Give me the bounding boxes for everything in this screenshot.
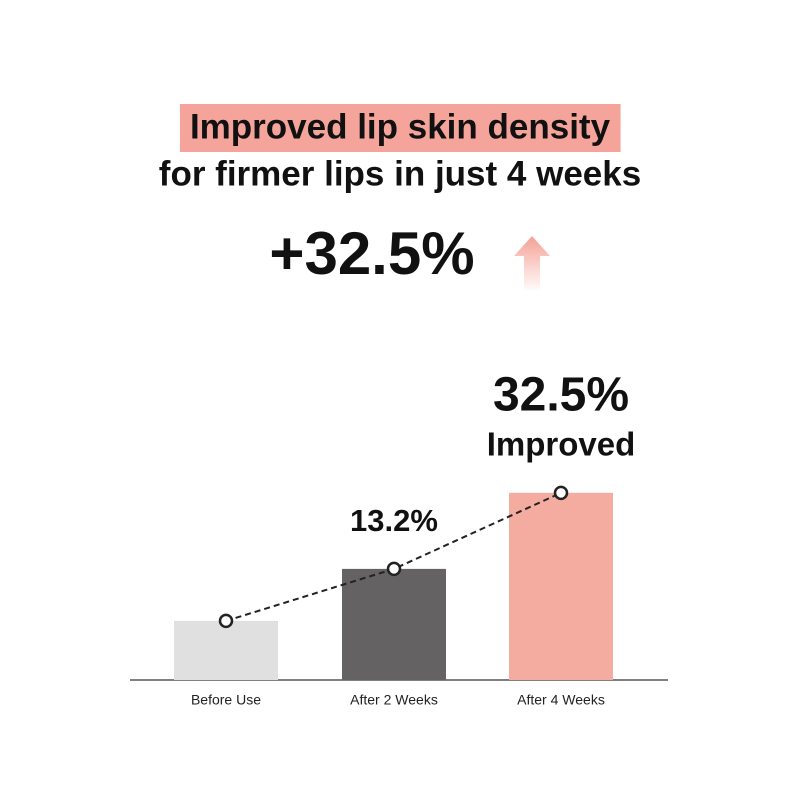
- value-label: 32.5%: [493, 369, 629, 422]
- headline: +32.5%: [269, 220, 474, 287]
- chart-title: Improved lip skin density: [190, 107, 611, 146]
- point: [553, 485, 569, 501]
- x-tick-label: After 4 Weeks: [517, 692, 605, 708]
- point: [218, 613, 234, 629]
- chart-subtitle: for firmer lips in just 4 weeks: [159, 154, 641, 193]
- annotation: Improved: [487, 426, 636, 463]
- x-tick-label: After 2 Weeks: [350, 692, 438, 708]
- bar: [174, 620, 278, 680]
- title-highlight: [179, 104, 621, 152]
- point: [386, 561, 402, 577]
- value-label: 13.2%: [350, 503, 438, 538]
- bar: [509, 492, 613, 680]
- bar: [342, 568, 446, 680]
- x-tick-label: Before Use: [191, 692, 261, 708]
- up-arrow: [514, 236, 550, 290]
